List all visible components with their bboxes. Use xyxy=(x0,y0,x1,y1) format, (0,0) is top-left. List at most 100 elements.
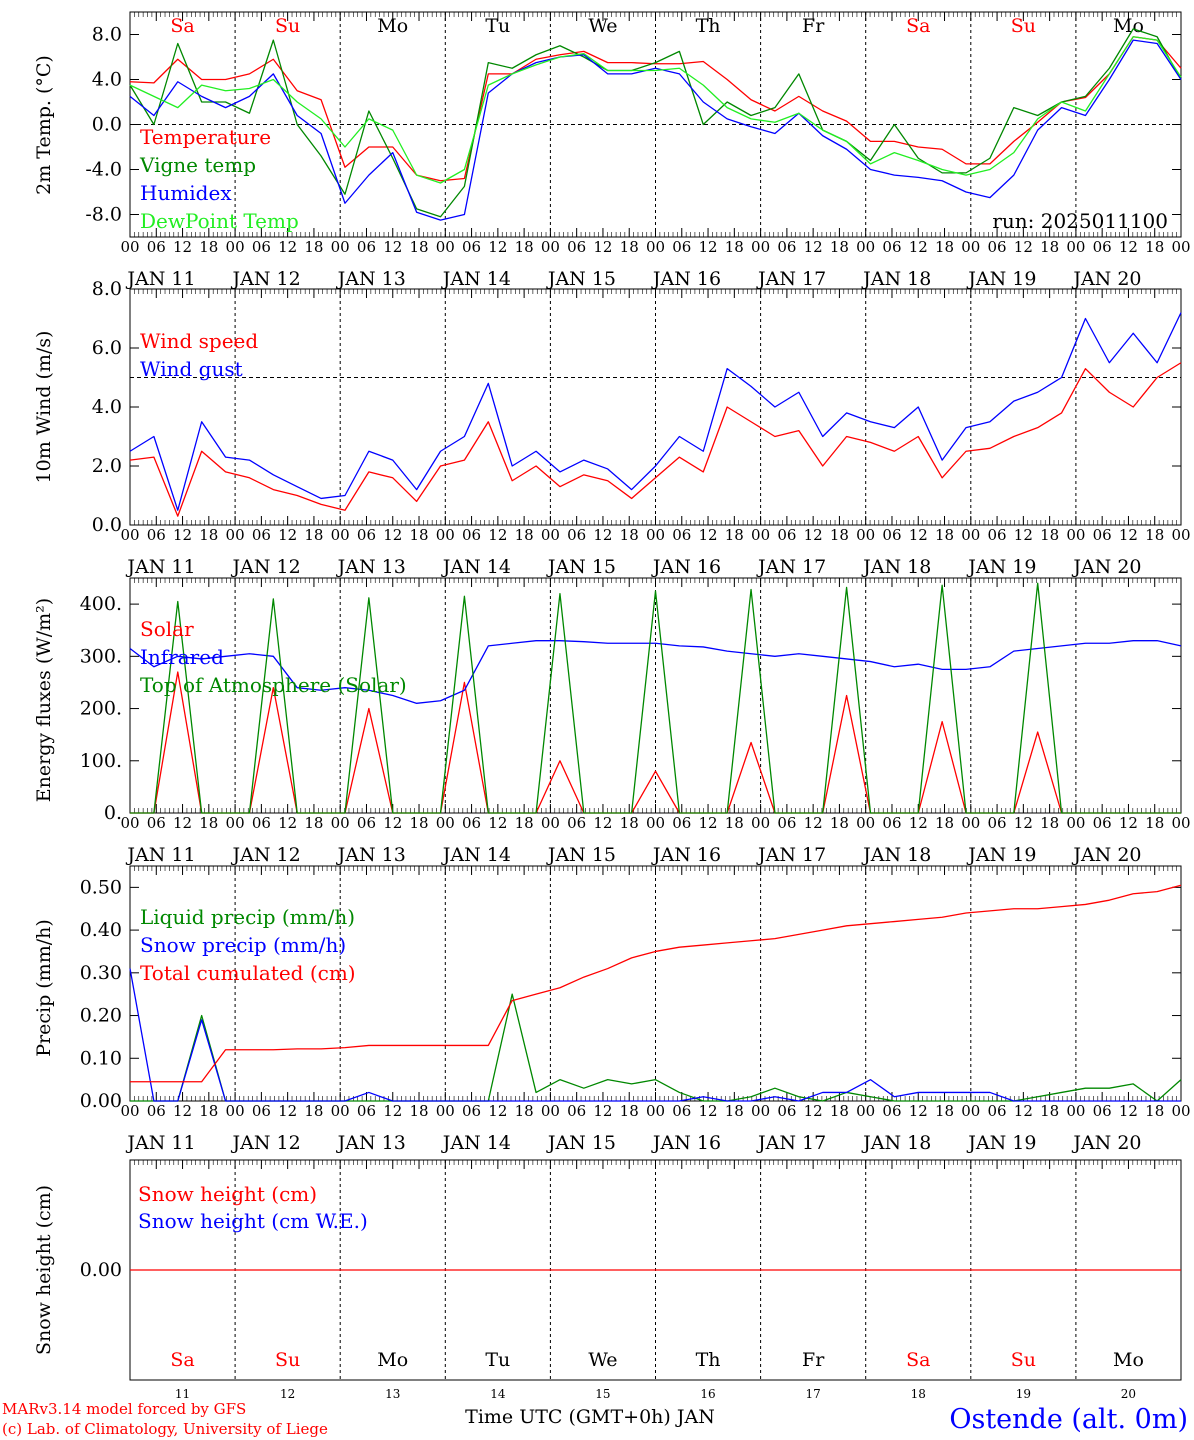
date-label: JAN 17 xyxy=(756,268,826,290)
y-tick-label: 0.10 xyxy=(80,1047,122,1069)
hour-label: 06 xyxy=(462,814,481,832)
day-of-week-label: Sa xyxy=(170,15,194,37)
hour-label: 06 xyxy=(462,526,481,544)
hour-label: 00 xyxy=(541,1102,560,1120)
hour-label: 18 xyxy=(1145,814,1164,832)
hour-label: 12 xyxy=(1014,526,1033,544)
hour-label: 00 xyxy=(856,1102,875,1120)
legend-infrared: Infrared xyxy=(140,645,224,669)
hour-label: 18 xyxy=(409,814,428,832)
hour-label: 00 xyxy=(120,526,139,544)
day-of-week-label: Sa xyxy=(906,1349,930,1371)
date-label: JAN 11 xyxy=(125,1132,195,1154)
hour-label: 12 xyxy=(593,814,612,832)
day-of-week-label: Mo xyxy=(1113,1349,1144,1371)
hour-label: 00 xyxy=(226,1102,245,1120)
date-label: JAN 20 xyxy=(1071,1132,1141,1154)
hour-label: 12 xyxy=(383,238,402,256)
series-total-cumulated-cm xyxy=(130,884,1182,1083)
day-of-week-label: Sa xyxy=(906,15,930,37)
hour-label: 18 xyxy=(725,814,744,832)
hour-label: 12 xyxy=(383,814,402,832)
y-tick-label: 8.0 xyxy=(92,278,122,300)
hour-label: 00 xyxy=(751,526,770,544)
date-label: JAN 13 xyxy=(336,844,406,866)
hour-label: 06 xyxy=(357,1102,376,1120)
hour-label: 18 xyxy=(1040,814,1059,832)
hour-label: 18 xyxy=(620,1102,639,1120)
hour-label: 18 xyxy=(515,814,534,832)
hour-label: 06 xyxy=(882,1102,901,1120)
legend-solar: Solar xyxy=(140,617,194,641)
major-ticks xyxy=(129,1160,1182,1169)
hour-label: 00 xyxy=(226,238,245,256)
hour-label: 00 xyxy=(120,238,139,256)
legend-wind-speed: Wind speed xyxy=(140,329,258,353)
date-label: JAN 18 xyxy=(861,844,931,866)
day-number-label: 11 xyxy=(175,1387,190,1401)
hour-label: 00 xyxy=(226,526,245,544)
y-tick-label: 0.50 xyxy=(80,876,122,898)
hour-label: 00 xyxy=(856,526,875,544)
date-label: JAN 19 xyxy=(966,1132,1036,1154)
hour-label: 12 xyxy=(909,526,928,544)
legend-total-cumulated: Total cumulated (cm) xyxy=(140,961,356,985)
hour-label: 18 xyxy=(199,1102,218,1120)
hour-label: 12 xyxy=(909,238,928,256)
hour-label: 12 xyxy=(383,1102,402,1120)
hour-label: 00 xyxy=(541,526,560,544)
hour-label: 12 xyxy=(593,238,612,256)
hour-label: 18 xyxy=(935,526,954,544)
hour-label: 00 xyxy=(646,526,665,544)
x-axis-title: Time UTC (GMT+0h) JAN xyxy=(465,1406,715,1428)
day-of-week-label: We xyxy=(588,15,617,37)
hour-label: 06 xyxy=(988,238,1007,256)
legend-snow-height: Snow height (cm) xyxy=(138,1182,317,1206)
day-number-label: 16 xyxy=(700,1387,715,1401)
hour-label: 12 xyxy=(1119,1102,1138,1120)
hour-label: 18 xyxy=(935,814,954,832)
date-label: JAN 17 xyxy=(756,556,826,578)
hour-label: 18 xyxy=(409,1102,428,1120)
hour-label: 12 xyxy=(804,238,823,256)
hour-label: 00 xyxy=(331,238,350,256)
series-temperature xyxy=(129,36,1182,182)
date-label: JAN 16 xyxy=(651,268,721,290)
run-label: run: 2025011100 xyxy=(992,209,1168,233)
hour-label: 06 xyxy=(777,238,796,256)
date-label: JAN 12 xyxy=(231,268,301,290)
hour-label: 12 xyxy=(1014,238,1033,256)
hour-label: 06 xyxy=(462,1102,481,1120)
y-tick-label: 6.0 xyxy=(92,337,122,359)
day-of-week-label: Mo xyxy=(377,1349,408,1371)
hour-label: 12 xyxy=(173,526,192,544)
energy-y-axis-label: Energy fluxes (W/m²) xyxy=(33,598,55,802)
hour-label: 12 xyxy=(278,238,297,256)
day-of-week-label: Fr xyxy=(802,1349,825,1371)
snow-y-axis-label: Snow height (cm) xyxy=(33,1185,55,1355)
hour-label: 18 xyxy=(620,238,639,256)
hour-label: 18 xyxy=(725,1102,744,1120)
hour-label: 06 xyxy=(252,526,271,544)
hour-label: 00 xyxy=(961,1102,980,1120)
hour-label: 06 xyxy=(1093,1102,1112,1120)
date-label: JAN 12 xyxy=(231,556,301,578)
hour-label: 06 xyxy=(882,526,901,544)
series-snow-precip-mm-h xyxy=(129,968,1181,1102)
hour-label: 18 xyxy=(515,526,534,544)
date-label: JAN 15 xyxy=(546,556,616,578)
hour-label: 18 xyxy=(1040,238,1059,256)
hour-label: 12 xyxy=(278,814,297,832)
day-number-label: 18 xyxy=(911,1387,926,1401)
energy-panel: 0. 100. 200. 300. 400. 00 06 12 18 00 06 12 18 00 06 12… xyxy=(80,577,1191,866)
hour-label: 12 xyxy=(1014,814,1033,832)
hour-label: 00 xyxy=(541,814,560,832)
y-tick-label: 100. xyxy=(80,750,122,772)
temperature-panel: -8.0 -4.0 0.0 4.0 8.0 00 06 12 18 00 06 12 18 00 06 12 1… xyxy=(85,11,1191,290)
date-label: JAN 19 xyxy=(966,844,1036,866)
day-of-week-label: Su xyxy=(275,15,300,37)
y-tick-label: 2.0 xyxy=(92,455,122,477)
date-label: JAN 15 xyxy=(546,268,616,290)
hour-label: 00 xyxy=(751,238,770,256)
